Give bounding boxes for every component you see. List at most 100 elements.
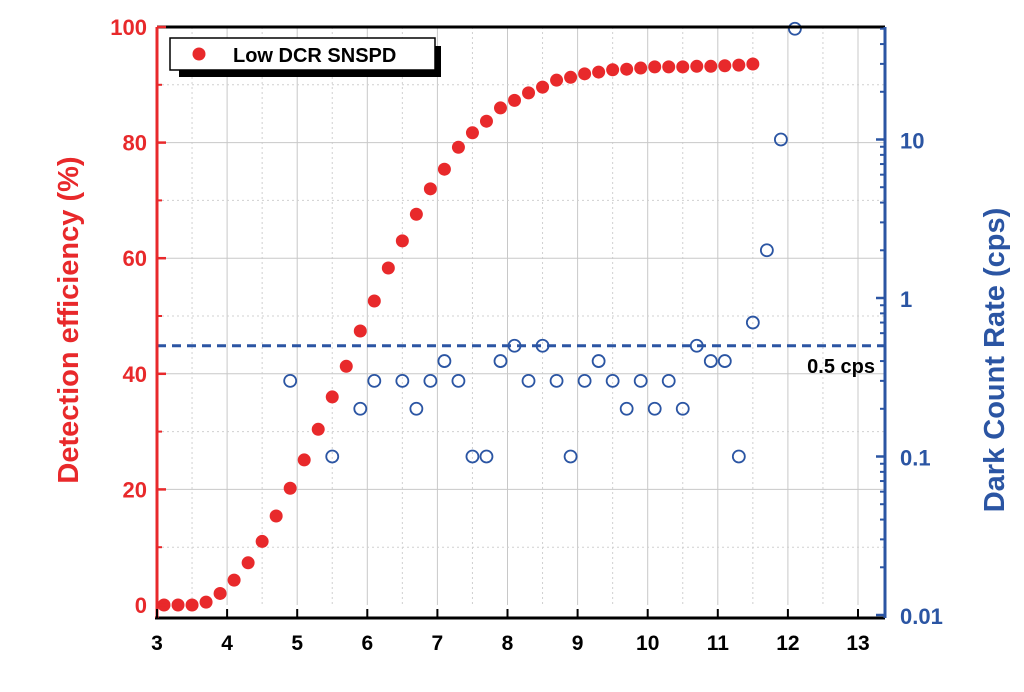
dcr-point	[367, 373, 382, 388]
x-tick-label: 8	[502, 632, 514, 655]
dcr-point	[633, 373, 648, 388]
y-axis-left-label: Detection efficiency (%)	[53, 156, 85, 483]
x-tick-label: 7	[432, 632, 444, 655]
dcr-point	[465, 449, 480, 464]
efficiency-point	[493, 101, 507, 115]
efficiency-point	[620, 62, 634, 76]
efficiency-point	[395, 234, 409, 248]
y-left-tick-label: 100	[110, 15, 147, 40]
legend-box	[169, 37, 436, 71]
efficiency-point	[465, 126, 479, 140]
efficiency-point	[381, 261, 395, 275]
threshold-label: 0.5 cps	[807, 356, 875, 378]
x-tick-label: 9	[572, 632, 584, 655]
grid	[157, 27, 885, 605]
dcr-point	[717, 354, 732, 368]
efficiency-point	[522, 86, 536, 100]
efficiency-point	[732, 58, 746, 72]
x-tick-label: 12	[776, 632, 799, 655]
dcr-point	[437, 354, 452, 368]
dcr-point	[507, 338, 522, 353]
dcr-point	[535, 338, 550, 353]
y-left-tick-label: 60	[123, 246, 147, 271]
y-left-tick-label: 0	[135, 593, 147, 618]
y-axis-right-label: Dark Count Rate (cps)	[979, 208, 1011, 513]
dcr-point	[703, 354, 718, 368]
efficiency-point	[718, 59, 732, 73]
dcr-point	[675, 401, 690, 416]
efficiency-point	[662, 60, 676, 74]
y-left-tick-label: 40	[123, 362, 147, 387]
efficiency-point	[606, 63, 620, 77]
efficiency-point	[409, 207, 423, 221]
x-tick-label: 13	[846, 632, 869, 655]
dcr-point	[409, 401, 424, 416]
efficiency-point	[255, 534, 269, 548]
efficiency-point	[746, 57, 760, 71]
dcr-point	[605, 373, 620, 388]
dcr-point	[451, 373, 466, 388]
efficiency-point	[536, 80, 550, 94]
efficiency-point	[676, 60, 690, 74]
dcr-point	[647, 401, 662, 416]
dcr-point	[759, 243, 774, 258]
efficiency-point	[171, 598, 185, 612]
efficiency-point	[325, 390, 339, 404]
dcr-point	[745, 315, 760, 330]
axes: 3 4 5 6 7 8 9 10 11 12 13 0 20 40 60 80 100 0.01 0.1 1 10	[110, 15, 943, 655]
dcr-point	[661, 373, 676, 388]
efficiency-point	[648, 60, 662, 74]
dcr-point	[563, 449, 578, 464]
dcr-point	[479, 449, 494, 464]
efficiency-point	[508, 93, 522, 107]
efficiency-point	[185, 598, 199, 612]
efficiency-point	[269, 509, 283, 523]
x-tick-label: 10	[636, 632, 659, 655]
efficiency-point	[297, 453, 311, 467]
efficiency-point	[199, 595, 213, 609]
dcr-point	[423, 373, 438, 388]
dcr-point	[521, 373, 536, 388]
legend-label: Low DCR SNSPD	[233, 45, 396, 67]
dcr-point	[773, 132, 788, 147]
y-right-tick-label: 0.1	[900, 446, 931, 471]
efficiency-point	[690, 59, 704, 73]
efficiency-point	[227, 573, 241, 587]
dcr-point	[619, 401, 634, 416]
dcr-point	[689, 338, 704, 353]
efficiency-point	[479, 114, 493, 128]
x-tick-label: 4	[221, 632, 233, 655]
efficiency-point	[423, 182, 437, 196]
y-right-tick-label: 0.01	[900, 604, 943, 629]
efficiency-point	[550, 73, 564, 87]
dcr-point	[577, 373, 592, 388]
efficiency-point	[437, 162, 451, 176]
efficiency-point	[283, 481, 297, 495]
x-tick-label: 5	[291, 632, 303, 655]
dcr-point	[395, 373, 410, 388]
efficiency-point	[704, 59, 718, 73]
dcr-point	[549, 373, 564, 388]
efficiency-point	[367, 294, 381, 308]
marks	[157, 21, 885, 612]
x-tick-label: 6	[361, 632, 373, 655]
y-left-tick-label: 20	[123, 477, 147, 502]
dcr-point	[325, 449, 340, 464]
dcr-point	[788, 21, 802, 36]
dcr-point	[353, 401, 368, 416]
legend-marker	[192, 47, 206, 61]
y-right-tick-label: 1	[900, 287, 912, 312]
efficiency-point	[353, 324, 367, 338]
efficiency-point	[311, 422, 325, 436]
efficiency-point	[451, 140, 465, 154]
efficiency-point	[592, 65, 606, 79]
efficiency-point	[241, 556, 255, 570]
efficiency-point	[564, 70, 578, 84]
efficiency-point	[634, 61, 648, 75]
y-left-tick-label: 80	[123, 131, 147, 156]
dcr-point	[591, 354, 606, 368]
efficiency-point	[339, 359, 353, 373]
x-tick-label: 3	[151, 632, 163, 655]
efficiency-point	[213, 586, 227, 600]
